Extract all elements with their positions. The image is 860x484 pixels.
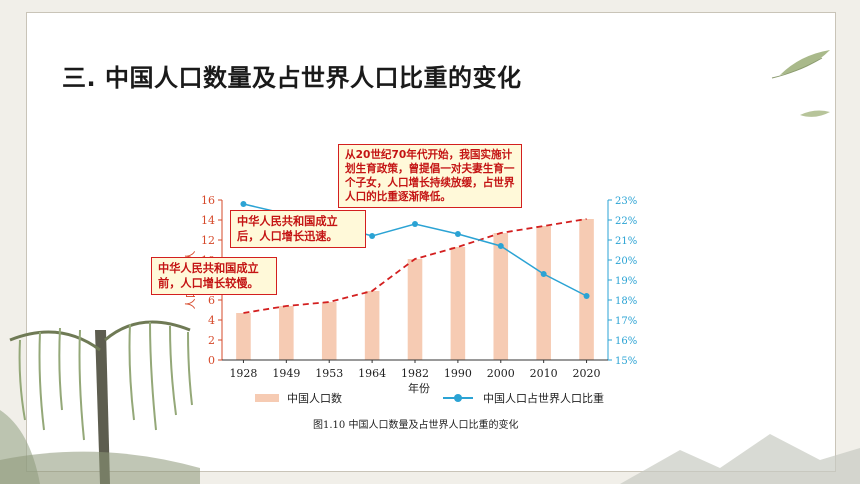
y-right-tick-label-6: 21% (615, 236, 637, 247)
population-trend-line (243, 218, 587, 314)
bar-2000 (493, 233, 509, 360)
chart-canvas: 024681012141615%16%17%18%19%20%21%22%23%… (184, 194, 663, 395)
population-chart: 024681012141615%16%17%18%19%20%21%22%23%… (180, 186, 663, 436)
y-right-tick-label-1: 16% (615, 336, 637, 347)
legend-bar-swatch (255, 394, 279, 402)
y-left-tick-label-0: 0 (208, 354, 215, 367)
y-left-tick-label-12: 12 (201, 234, 215, 247)
figure-caption: 图1.10 中国人口数量及占世界人口比重的变化 (313, 420, 519, 431)
callout-post-1949: 中华人民共和国成立后，人口增长迅速。 (230, 210, 366, 248)
y-right-tick-label-5: 20% (615, 256, 637, 267)
bar-1964 (364, 291, 380, 360)
y-right-tick-label-4: 19% (615, 276, 637, 287)
y-left-tick-label-4: 4 (208, 314, 215, 327)
bar-1928 (236, 313, 251, 360)
bar-1949 (279, 306, 294, 360)
y-right-tick-label-8: 23% (615, 196, 637, 207)
y-right-tick-label-2: 17% (615, 316, 637, 327)
y-right-tick-label-0: 15% (615, 356, 637, 367)
y-left-tick-label-2: 2 (208, 334, 215, 347)
y-left-tick-label-14: 14 (201, 214, 215, 227)
x-tick-label-1990: 1990 (444, 367, 472, 380)
callout-pre-1949: 中华人民共和国成立前，人口增长较慢。 (151, 257, 277, 295)
x-tick-label-2000: 2000 (487, 367, 515, 380)
willow-tree-decoration (0, 320, 200, 484)
bar-1990 (450, 247, 466, 360)
bar-2020 (579, 219, 594, 360)
x-tick-label-1964: 1964 (358, 367, 386, 380)
share-point-1990 (454, 231, 461, 237)
x-tick-label-1953: 1953 (315, 367, 343, 380)
share-point-1964 (369, 233, 376, 239)
share-point-1982 (412, 221, 418, 227)
legend-line-label: 中国人口占世界人口比重 (483, 392, 604, 405)
slide-frame (26, 12, 836, 472)
bamboo-leaves-decoration (771, 50, 830, 117)
chart-legend: 中国人口数 中国人口占世界人口比重 (255, 388, 615, 406)
y-right-tick-label-3: 18% (615, 296, 637, 307)
x-tick-label-1928: 1928 (229, 367, 257, 380)
share-point-2000 (497, 243, 504, 249)
legend-line-dot (454, 394, 462, 402)
bar-1953 (321, 302, 337, 360)
bar-1982 (407, 259, 423, 360)
x-tick-label-1949: 1949 (272, 367, 300, 380)
share-point-1928 (240, 201, 247, 207)
callout-family-planning: 从20世纪70年代开始，我国实施计划生育政策，曾提倡一对夫妻生育一个子女，人口增… (338, 144, 522, 208)
y-left-tick-label-6: 6 (208, 294, 215, 307)
x-tick-label-2020: 2020 (573, 367, 601, 380)
x-tick-label-1982: 1982 (401, 367, 429, 380)
y-right-tick-label-7: 22% (615, 216, 637, 227)
share-point-2010 (540, 271, 547, 277)
y-left-tick-label-16: 16 (201, 194, 215, 207)
page-title: 三. 中国人口数量及占世界人口比重的变化 (62, 64, 522, 92)
legend-bar-label: 中国人口数 (287, 392, 342, 405)
x-tick-label-2010: 2010 (530, 367, 558, 380)
x-axis-title: 年份 (408, 381, 430, 395)
mountain-decoration (620, 434, 860, 484)
share-point-2020 (583, 293, 590, 299)
bar-2010 (536, 226, 551, 360)
